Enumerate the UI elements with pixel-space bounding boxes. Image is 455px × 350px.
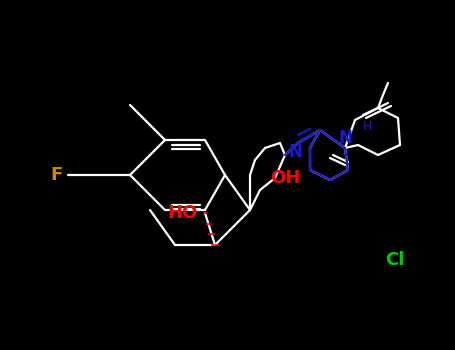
Text: H: H [363,120,372,133]
Text: F: F [51,166,63,184]
Text: N: N [338,129,352,147]
Text: N: N [288,143,302,161]
Text: HO: HO [168,204,198,222]
Text: Cl: Cl [385,251,404,269]
Text: OH: OH [270,169,300,187]
